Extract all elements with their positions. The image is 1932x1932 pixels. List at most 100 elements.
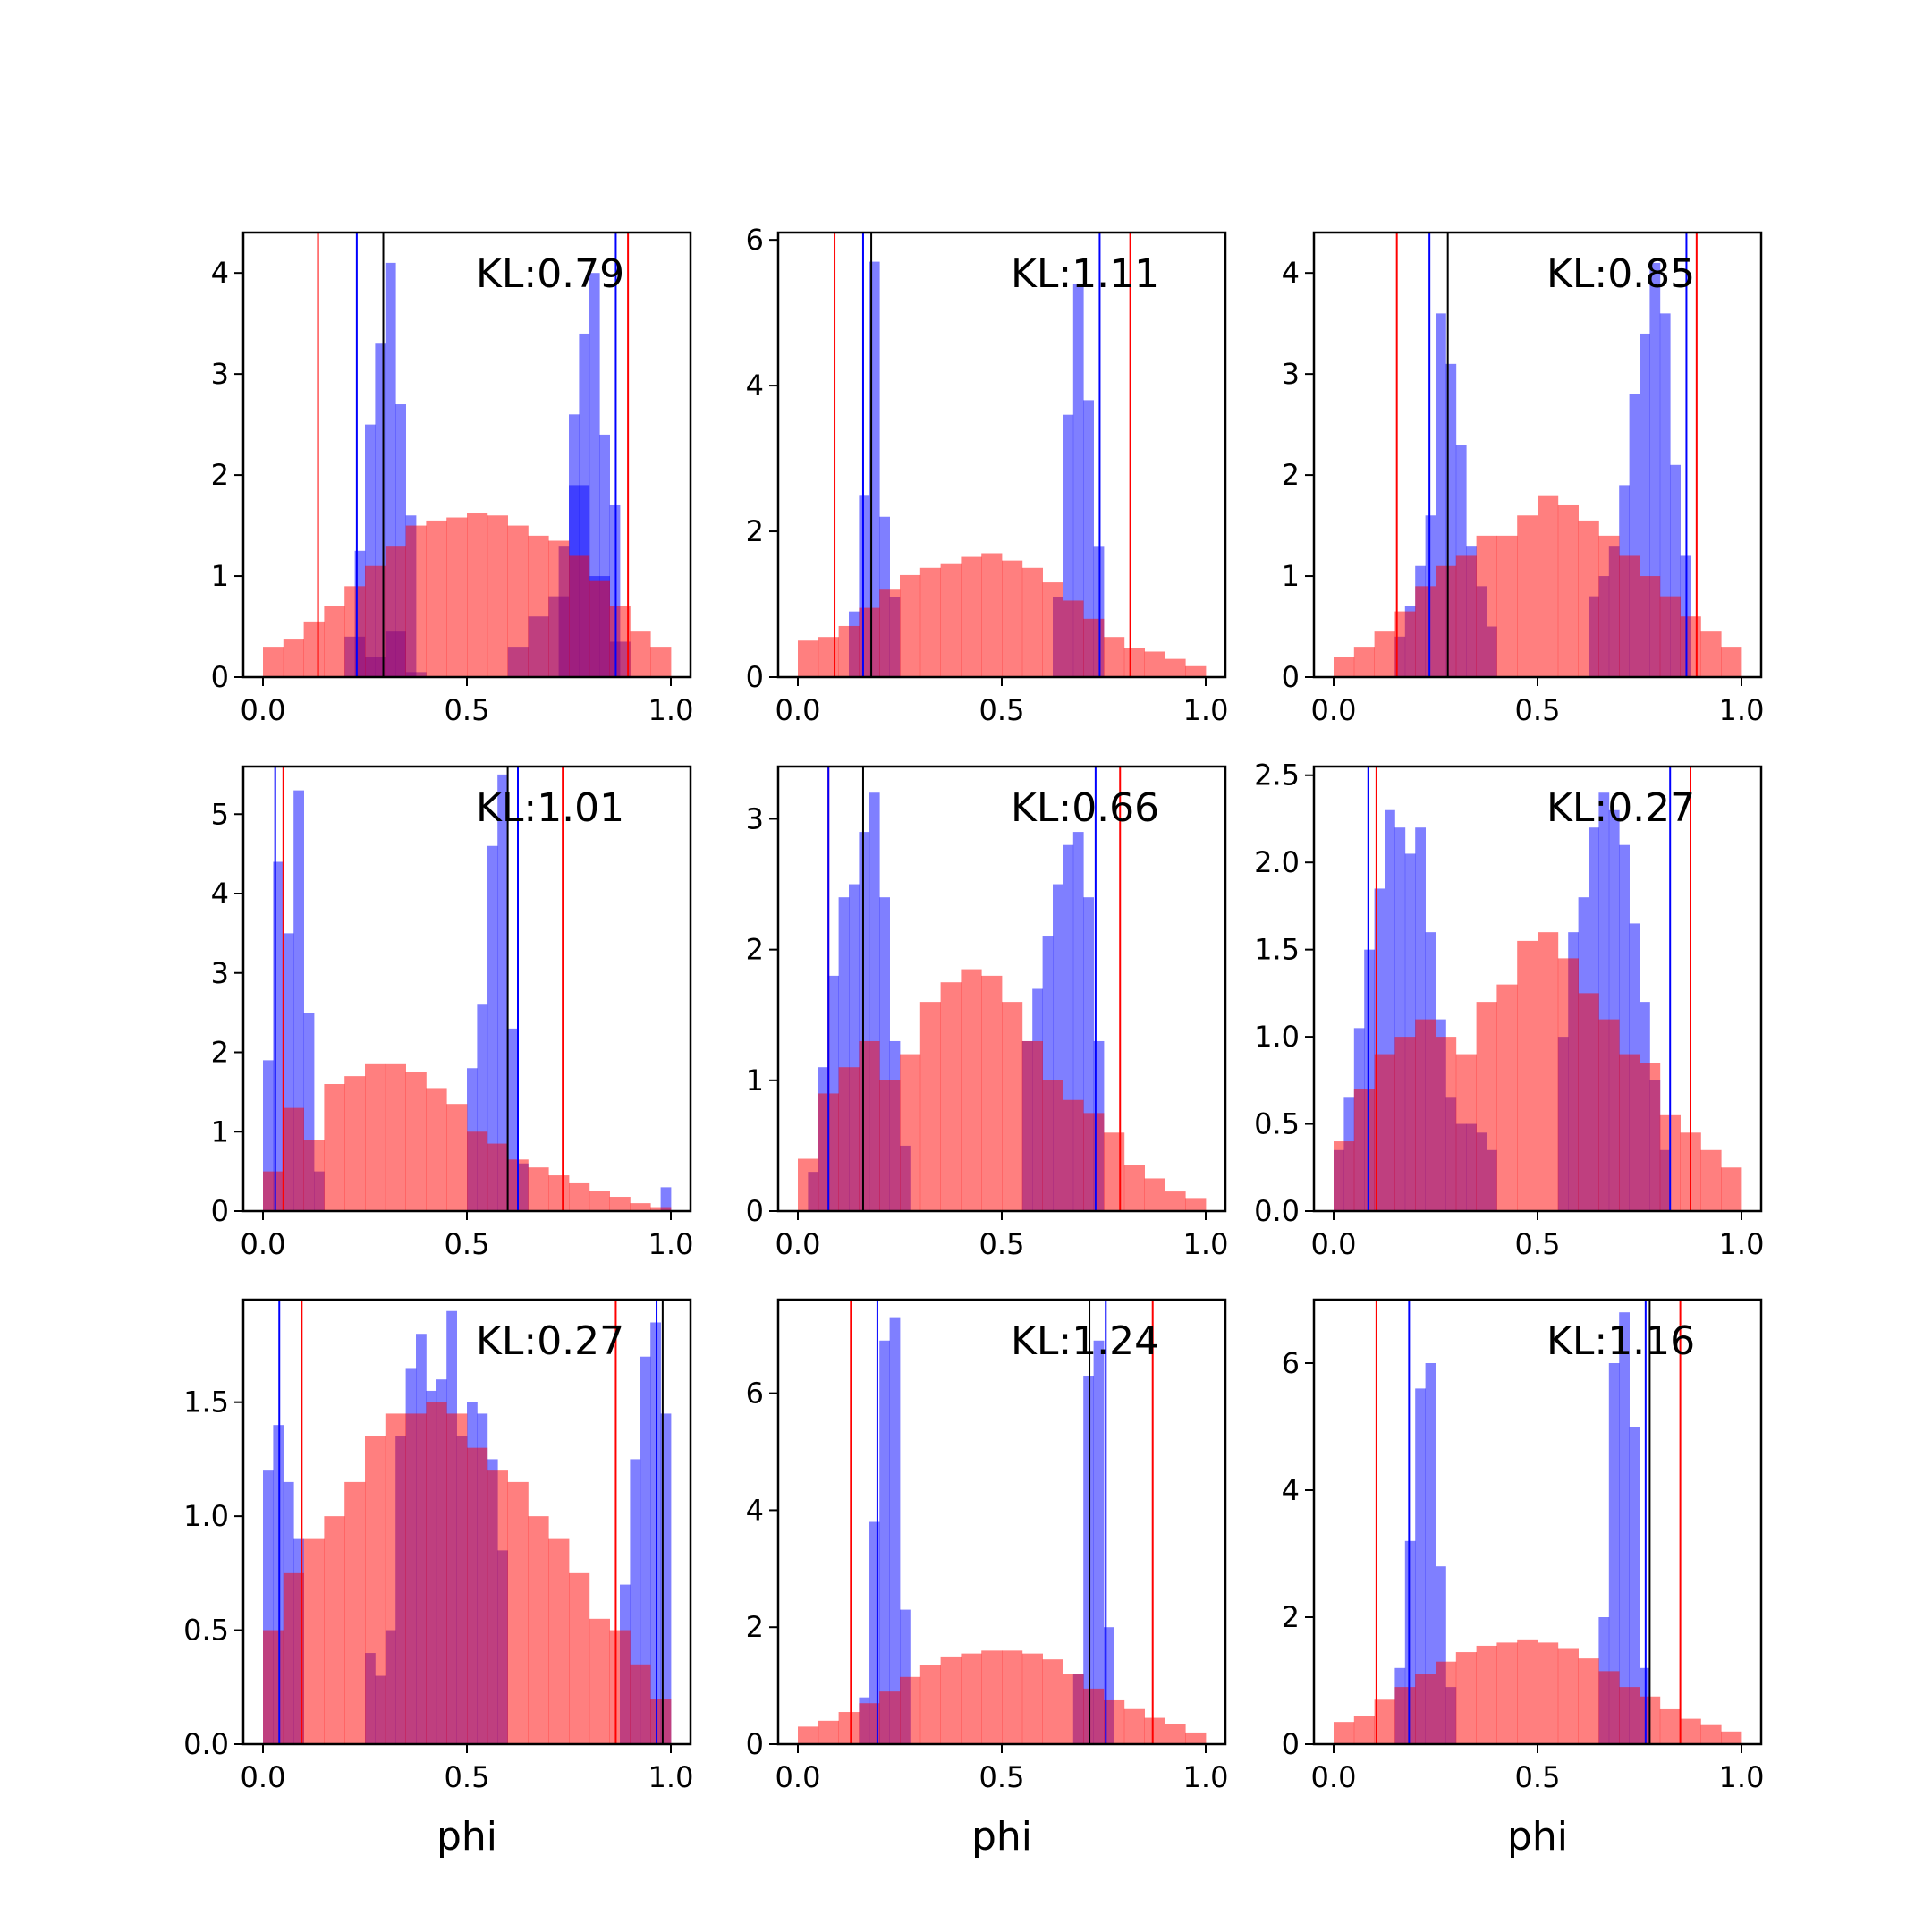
red-histogram-bar: [1415, 1019, 1436, 1211]
red-histogram-bar: [818, 1720, 839, 1744]
blue-histogram-bar: [859, 495, 870, 677]
red-histogram-bar: [650, 1699, 672, 1744]
x-tick-label: 1.0: [648, 1227, 694, 1261]
red-histogram-bar: [446, 517, 468, 677]
red-histogram-bar: [303, 621, 325, 677]
red-histogram-bar: [879, 1080, 901, 1211]
blue-histogram-bar: [879, 1340, 890, 1744]
y-tick-label: 0: [746, 1194, 764, 1228]
y-tick-label: 2: [746, 933, 764, 967]
red-histogram-bar: [1455, 1652, 1477, 1744]
y-tick-label: 0: [211, 660, 229, 694]
blue-histogram-bar: [849, 884, 860, 1211]
y-tick-label: 0.5: [1254, 1107, 1300, 1141]
red-histogram-bar: [283, 1572, 304, 1744]
red-histogram-bar: [1517, 1639, 1538, 1744]
red-histogram-bar: [1557, 1648, 1579, 1744]
red-histogram-bar: [1598, 535, 1620, 677]
red-histogram-bar: [365, 565, 386, 677]
histogram-panel-1: 0 1 2 3 4 0.0 0.5 1.0 KL:0.79: [211, 231, 693, 727]
blue-histogram-bar: [640, 1356, 651, 1744]
x-tick-label: 0.0: [1311, 1227, 1357, 1261]
red-histogram-bar: [1104, 1699, 1125, 1744]
red-histogram-bar: [548, 540, 570, 677]
histogram-panel-4: 0 1 2 3 4 5 0.0 0.5 1.0 KL:1.01: [211, 765, 694, 1261]
red-histogram-bar: [385, 1413, 406, 1744]
y-tick-label: 2: [1282, 458, 1300, 492]
plot-area: [1334, 1300, 1742, 1744]
red-histogram-bar: [303, 1140, 325, 1211]
red-histogram-bar: [1538, 495, 1559, 677]
red-histogram-bar: [569, 1572, 590, 1744]
red-histogram-bar: [900, 1054, 921, 1211]
y-tick-label: 4: [211, 256, 229, 290]
y-tick-label: 3: [746, 801, 764, 835]
x-tick-label: 0.5: [979, 693, 1025, 727]
blue-histogram-bar: [1619, 844, 1630, 1211]
red-histogram-bar: [1496, 984, 1518, 1211]
red-histogram-bar: [1353, 647, 1375, 677]
blue-histogram-bar: [1394, 827, 1406, 1211]
x-tick-label: 0.5: [979, 1760, 1025, 1794]
y-tick-label: 5: [211, 797, 229, 831]
red-histogram-bar: [1598, 1019, 1620, 1211]
blue-histogram-bar: [303, 1013, 315, 1211]
plot-area: [1334, 767, 1742, 1211]
blue-histogram-bar: [487, 845, 498, 1211]
plot-area: [1334, 233, 1742, 677]
red-histogram-bar: [1557, 504, 1579, 677]
kl-annotation: KL:0.79: [476, 251, 624, 297]
y-tick-label: 2: [211, 1036, 229, 1070]
kl-annotation: KL:1.11: [1011, 251, 1159, 297]
red-histogram-bar: [1083, 1113, 1105, 1211]
x-tick-label: 1.0: [1719, 1227, 1765, 1261]
histogram-panel-2: 0 2 4 6 0.0 0.5 1.0 KL:1.11: [746, 223, 1229, 727]
plot-area: [798, 767, 1207, 1211]
blue-histogram-bar: [1619, 1312, 1630, 1744]
histogram-panel-6: 0.0 0.5 1.0 1.5 2.0 2.5 0.0 0.5 1.0 KL:0.27: [1254, 758, 1764, 1261]
red-histogram-bar: [1619, 1687, 1640, 1744]
red-histogram-bar: [1185, 1732, 1207, 1744]
red-histogram-bar: [1185, 1198, 1207, 1211]
blue-histogram-bar: [1083, 897, 1094, 1211]
blue-histogram-bar: [1072, 832, 1084, 1211]
blue-histogram-bar: [1072, 284, 1084, 677]
red-histogram-bar: [1021, 1040, 1043, 1211]
blue-histogram-bar: [293, 790, 304, 1211]
red-histogram-bar: [1721, 1731, 1742, 1744]
x-tick-label: 0.5: [1515, 1760, 1561, 1794]
red-histogram-bar: [1123, 1708, 1145, 1744]
y-tick-label: 4: [211, 877, 229, 911]
x-tick-label: 1.0: [1183, 1760, 1229, 1794]
x-tick-label: 0.0: [241, 693, 286, 727]
red-histogram-bar: [940, 564, 962, 677]
plot-area: [263, 767, 672, 1211]
red-histogram-bar: [1415, 1674, 1436, 1744]
red-histogram-bar: [1002, 1002, 1023, 1211]
blue-histogram-bar: [1385, 809, 1395, 1211]
red-histogram-bar: [589, 1618, 610, 1744]
x-tick-label: 0.0: [775, 693, 821, 727]
red-histogram-bar: [324, 1084, 345, 1211]
red-histogram-bar: [1557, 958, 1579, 1211]
blue-histogram-bar: [1436, 313, 1446, 677]
red-histogram-bar: [507, 1481, 529, 1744]
y-tick-label: 1: [211, 1114, 229, 1148]
blue-histogram-bar: [1608, 1363, 1620, 1744]
red-histogram-bar: [1700, 631, 1722, 677]
blue-histogram-bar: [1104, 1627, 1114, 1744]
red-histogram-bar: [1063, 1674, 1084, 1744]
red-histogram-bar: [859, 607, 880, 677]
red-histogram-bar: [798, 1726, 819, 1744]
blue-histogram-bar: [385, 262, 396, 677]
red-histogram-bar: [1538, 1642, 1559, 1744]
red-histogram-bar: [859, 1703, 880, 1744]
red-histogram-bar: [1002, 560, 1023, 677]
red-histogram-bar: [589, 1191, 610, 1211]
x-tick-label: 1.0: [1719, 1760, 1765, 1794]
red-histogram-bar: [1353, 1716, 1375, 1744]
x-tick-label: 0.5: [445, 1760, 490, 1794]
red-histogram-bar: [650, 647, 672, 677]
blue-histogram-bar: [1649, 262, 1661, 677]
